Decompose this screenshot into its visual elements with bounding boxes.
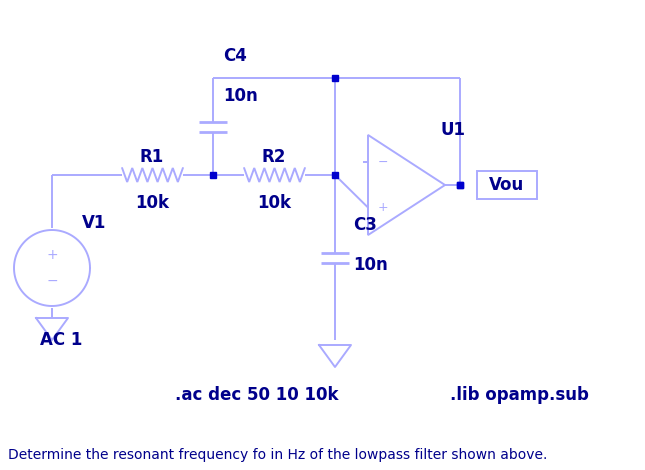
Text: C4: C4 xyxy=(223,47,247,65)
Text: Determine the resonant frequency fo in Hz of the lowpass filter shown above.: Determine the resonant frequency fo in H… xyxy=(8,448,548,462)
Text: 10k: 10k xyxy=(257,194,291,212)
Text: R1: R1 xyxy=(140,148,164,166)
Text: AC 1: AC 1 xyxy=(40,331,83,349)
Text: 10n: 10n xyxy=(223,87,258,105)
Text: −: − xyxy=(46,274,58,288)
Text: .lib opamp.sub: .lib opamp.sub xyxy=(450,386,589,404)
Text: 10n: 10n xyxy=(353,256,388,274)
Text: R2: R2 xyxy=(262,148,286,166)
Text: C3: C3 xyxy=(353,216,377,234)
Text: Vou: Vou xyxy=(490,176,524,194)
Text: +: + xyxy=(46,248,58,262)
Text: V1: V1 xyxy=(82,214,106,232)
Text: U1: U1 xyxy=(440,121,465,139)
Text: .ac dec 50 10 10k: .ac dec 50 10 10k xyxy=(175,386,339,404)
FancyBboxPatch shape xyxy=(477,171,537,199)
Text: +: + xyxy=(378,201,389,214)
Text: 10k: 10k xyxy=(135,194,169,212)
Text: −: − xyxy=(378,156,389,169)
